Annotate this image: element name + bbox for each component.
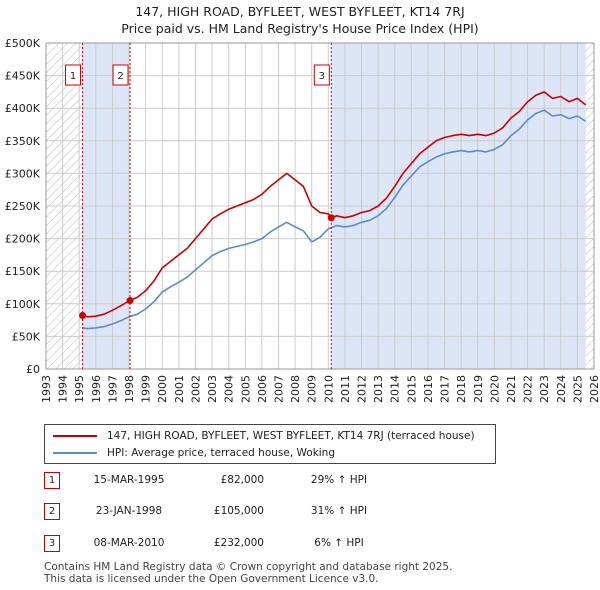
legend-swatch-hpi [53, 452, 97, 454]
y-tick-label: £150K [5, 265, 41, 278]
legend-label-hpi: HPI: Average price, terraced house, Woki… [107, 447, 336, 459]
sale-marker-box [65, 64, 82, 86]
legend-label-price: 147, HIGH ROAD, BYFLEET, WEST BYFLEET, K… [107, 430, 475, 442]
x-tick-label: 1995 [73, 375, 86, 403]
plot-frame [45, 42, 595, 370]
x-tick-label: 2008 [289, 375, 302, 403]
x-tick-label: 2013 [372, 375, 385, 403]
x-tick-label: 2022 [522, 375, 535, 403]
sale-point [327, 214, 335, 222]
x-tick-label: 1997 [106, 375, 119, 403]
y-tick-label: £50K [12, 330, 41, 343]
sale-marker-box [313, 64, 330, 86]
x-tick-label: 2004 [223, 375, 236, 403]
sale-row: 1 15-MAR-1995 £82,000 29% ↑ HPI [44, 472, 444, 492]
sale-hpi-change: 6% ↑ HPI [314, 537, 364, 549]
sale-hpi-change: 31% ↑ HPI [310, 505, 368, 517]
x-tick-label: 2001 [173, 375, 186, 403]
sale-price: £82,000 [220, 474, 264, 486]
chart-subtitle: Price paid vs. HM Land Registry's House … [121, 21, 479, 36]
y-tick-label: £450K [5, 70, 41, 83]
x-tick-label: 2021 [505, 375, 518, 403]
sale-number: 1 [44, 472, 60, 489]
x-tick-label: 2015 [405, 375, 418, 403]
sale-price: £232,000 [213, 537, 264, 549]
x-tick-label: 1994 [57, 375, 70, 403]
footer: Contains HM Land Registry data © Crown c… [44, 561, 452, 585]
x-tick-label: 2000 [156, 375, 169, 403]
sale-marker-label: 1 [70, 71, 76, 82]
x-tick-label: 2014 [389, 375, 402, 403]
legend-item-price: 147, HIGH ROAD, BYFLEET, WEST BYFLEET, K… [53, 428, 475, 444]
sale-marker-label: 2 [117, 71, 123, 82]
x-tick-label: 2006 [256, 375, 269, 403]
price-chart: 1993 1994 1995 1996 1997 1998 1999 2000 2001 2002… [5, 37, 600, 403]
sale-point [126, 297, 134, 305]
legend-item-hpi: HPI: Average price, terraced house, Woki… [53, 445, 335, 461]
x-tick-label: 1999 [140, 375, 153, 403]
y-tick-label: £100K [5, 298, 41, 311]
x-tick-label: 2023 [538, 375, 551, 403]
footer-licence: This data is licensed under the Open Gov… [44, 573, 379, 585]
x-tick-label: 2020 [488, 375, 501, 403]
chart-title: 147, HIGH ROAD, BYFLEET, WEST BYFLEET, K… [135, 4, 465, 19]
sale-point [79, 312, 87, 320]
sale-hpi-change: 29% ↑ HPI [310, 474, 368, 486]
sale-marker-label: 3 [319, 71, 325, 82]
sale-price: £105,000 [213, 505, 264, 517]
sale-number: 2 [44, 503, 60, 520]
x-tick-label: 2025 [571, 375, 584, 403]
series-line-hpi [82, 109, 587, 330]
y-tick-label: £0 [26, 363, 40, 376]
x-tick-label: 1998 [123, 375, 136, 403]
x-tick-label: 2019 [472, 375, 485, 403]
sale-row: 3 08-MAR-2010 £232,000 6% ↑ HPI [44, 535, 444, 555]
y-tick-label: £400K [5, 102, 41, 115]
legend-swatch-price [53, 435, 97, 437]
x-tick-label: 2002 [189, 375, 202, 403]
sale-date: 08-MAR-2010 [93, 537, 165, 549]
x-tick-label: 2016 [422, 375, 435, 403]
x-tick-label: 2007 [272, 375, 285, 403]
x-tick-label: 1993 [40, 375, 53, 403]
y-tick-label: £250K [5, 200, 41, 213]
x-tick-label: 2012 [356, 375, 369, 403]
x-tick-label: 2003 [206, 375, 219, 403]
footer-copyright: Contains HM Land Registry data © Crown c… [44, 561, 453, 573]
legend: 147, HIGH ROAD, BYFLEET, WEST BYFLEET, K… [44, 424, 496, 464]
sale-date: 23-JAN-1998 [95, 505, 163, 517]
x-tick-label: 2024 [555, 375, 568, 403]
x-tick-label: 1996 [90, 375, 103, 403]
x-tick-label: 2010 [322, 375, 335, 403]
x-tick-label: 2026 [588, 375, 600, 403]
y-tick-label: £500K [5, 37, 41, 50]
y-tick-label: £350K [5, 135, 41, 148]
x-tick-label: 2017 [439, 375, 452, 403]
sale-date: 15-MAR-1995 [93, 474, 165, 486]
x-tick-label: 2005 [239, 375, 252, 403]
x-tick-label: 2011 [339, 375, 352, 403]
sale-marker-box [112, 64, 129, 86]
y-tick-label: £200K [5, 233, 41, 246]
x-tick-label: 2009 [306, 375, 319, 403]
sale-row: 2 23-JAN-1998 £105,000 31% ↑ HPI [44, 503, 444, 523]
x-tick-label: 2018 [455, 375, 468, 403]
sale-number: 3 [44, 535, 60, 552]
y-tick-label: £300K [5, 167, 41, 180]
